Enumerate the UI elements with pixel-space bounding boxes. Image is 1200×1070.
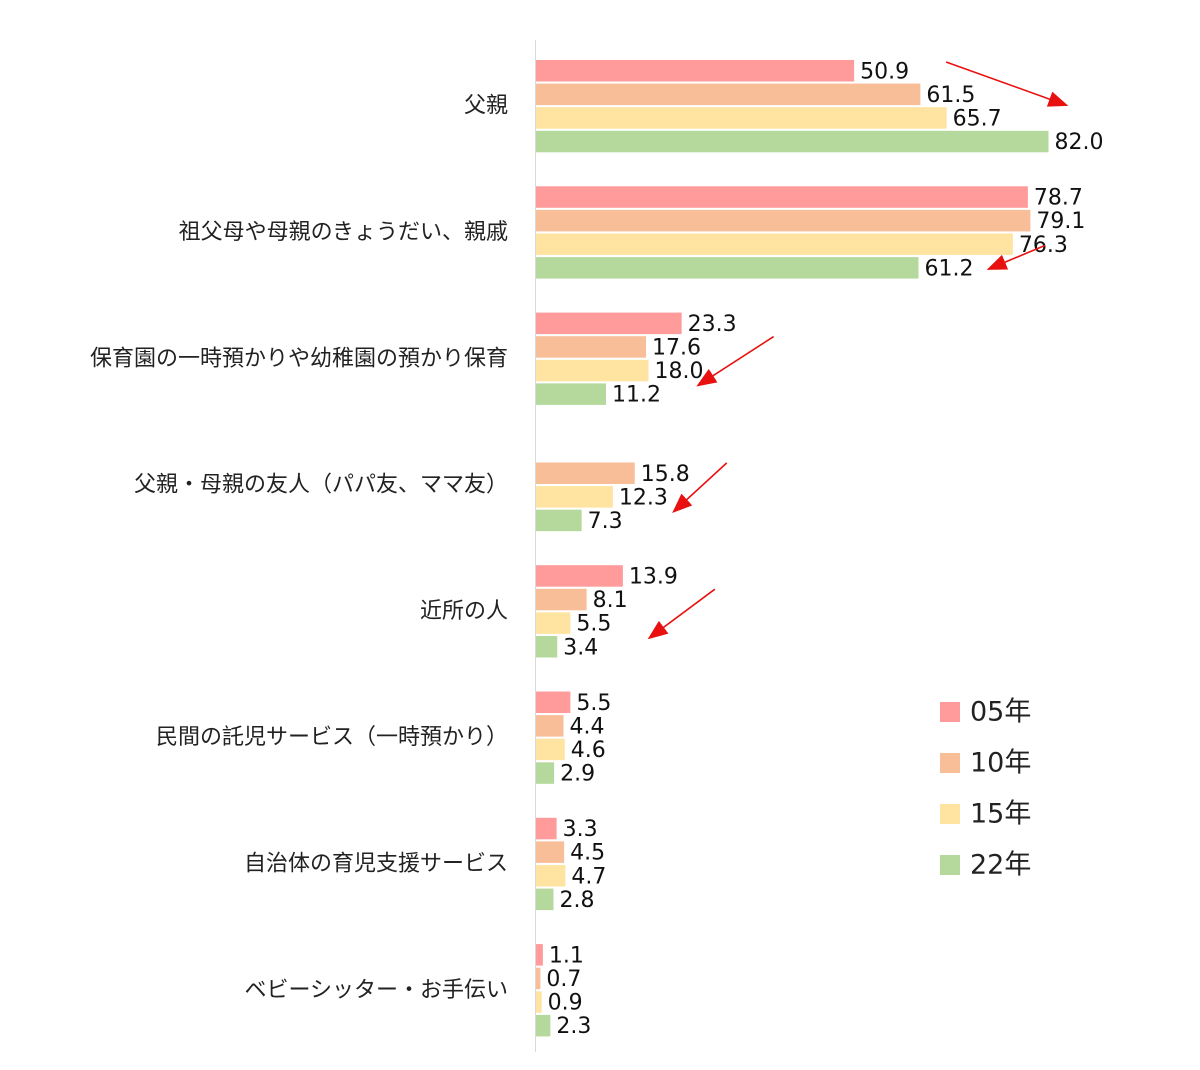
data-label: 61.2 bbox=[925, 256, 974, 281]
data-label: 65.7 bbox=[953, 106, 1002, 131]
legend-swatch bbox=[940, 753, 960, 773]
bar bbox=[536, 83, 921, 106]
data-label: 11.2 bbox=[612, 383, 661, 408]
data-label: 13.9 bbox=[629, 564, 678, 589]
data-label: 4.6 bbox=[571, 738, 606, 763]
category-label: 自治体の育児支援サービス bbox=[244, 851, 508, 876]
legend-swatch bbox=[940, 702, 960, 722]
data-label: 18.0 bbox=[655, 359, 704, 384]
data-label: 15.8 bbox=[641, 462, 690, 487]
bar bbox=[536, 462, 635, 484]
data-label: 61.5 bbox=[926, 83, 975, 108]
data-label: 3.3 bbox=[563, 817, 598, 842]
data-label: 2.8 bbox=[560, 888, 595, 913]
data-label: 50.9 bbox=[860, 59, 909, 84]
category-label: 父親・母親の友人（パパ友、ママ友） bbox=[134, 473, 508, 498]
data-label: 82.0 bbox=[1055, 130, 1104, 155]
trend-arrow bbox=[696, 335, 775, 387]
bar bbox=[536, 233, 1013, 255]
legend-swatch bbox=[940, 804, 960, 824]
data-label: 23.3 bbox=[688, 312, 737, 337]
data-label: 2.9 bbox=[560, 762, 595, 787]
bar bbox=[536, 336, 646, 358]
bar bbox=[536, 209, 1031, 232]
data-label: 2.3 bbox=[556, 1014, 591, 1039]
category-label: 祖父母や母親のきょうだい、親戚 bbox=[179, 220, 508, 245]
trend-arrow bbox=[672, 462, 728, 514]
data-label: 78.7 bbox=[1034, 186, 1083, 211]
trend-arrow bbox=[986, 244, 1046, 270]
bar bbox=[536, 257, 919, 279]
data-label: 17.6 bbox=[652, 335, 701, 360]
bar bbox=[536, 60, 855, 82]
bar bbox=[536, 888, 554, 911]
bar bbox=[536, 1014, 551, 1037]
trend-arrow bbox=[945, 61, 1069, 107]
bar bbox=[536, 738, 565, 761]
bar bbox=[536, 944, 543, 966]
data-label: 5.5 bbox=[576, 691, 611, 716]
bar bbox=[536, 565, 623, 587]
bar bbox=[536, 186, 1028, 208]
data-label: 12.3 bbox=[619, 485, 668, 510]
bar bbox=[536, 636, 558, 658]
bar bbox=[536, 715, 564, 737]
data-label: 4.7 bbox=[571, 864, 606, 889]
data-label: 3.4 bbox=[563, 635, 598, 660]
trend-arrow bbox=[647, 588, 716, 640]
bar bbox=[536, 312, 682, 335]
data-label: 0.7 bbox=[546, 967, 581, 992]
bar bbox=[536, 612, 571, 634]
bar bbox=[536, 865, 566, 887]
bar bbox=[536, 762, 555, 784]
data-label: 1.1 bbox=[549, 943, 584, 968]
bar bbox=[536, 130, 1049, 153]
category-label: 民間の託児サービス（一時預かり） bbox=[156, 725, 508, 750]
data-label: 4.5 bbox=[570, 841, 605, 866]
data-label: 4.4 bbox=[570, 714, 605, 739]
category-label: 父親 bbox=[464, 94, 508, 119]
data-label: 5.5 bbox=[576, 612, 611, 637]
bar bbox=[536, 588, 587, 611]
legend-label: 05年 bbox=[970, 697, 1031, 728]
data-label: 0.9 bbox=[548, 991, 583, 1016]
bar bbox=[536, 991, 542, 1013]
bar bbox=[536, 359, 649, 382]
bar bbox=[536, 486, 613, 508]
legend-label: 10年 bbox=[970, 748, 1031, 779]
legend-swatch bbox=[940, 855, 960, 875]
bar bbox=[536, 967, 541, 990]
legend-label: 22年 bbox=[970, 850, 1031, 881]
data-label: 8.1 bbox=[593, 588, 628, 613]
category-label: ベビーシッター・お手伝い bbox=[244, 978, 508, 1003]
legend-label: 15年 bbox=[970, 799, 1031, 830]
bar bbox=[536, 817, 557, 840]
bar bbox=[536, 841, 565, 863]
bar bbox=[536, 383, 606, 405]
bar bbox=[536, 691, 571, 713]
category-label: 近所の人 bbox=[420, 599, 508, 624]
bar bbox=[536, 107, 947, 129]
category-label: 保育園の一時預かりや幼稚園の預かり保育 bbox=[90, 346, 508, 371]
bar bbox=[536, 509, 582, 532]
data-label: 7.3 bbox=[588, 509, 623, 534]
data-label: 79.1 bbox=[1036, 209, 1085, 234]
